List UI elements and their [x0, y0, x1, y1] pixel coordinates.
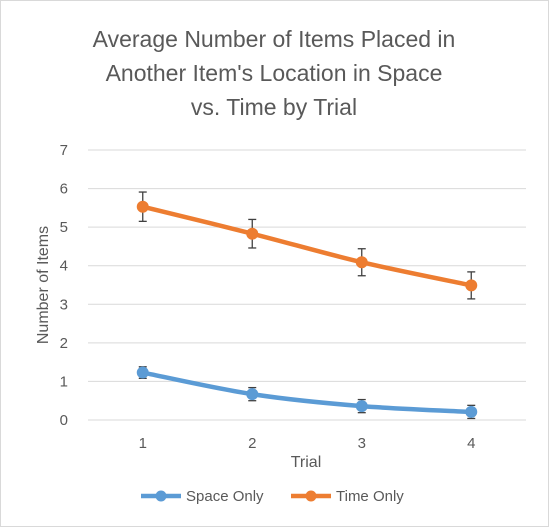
series-line-time-only: [140, 204, 474, 288]
legend-label: Space Only: [186, 488, 264, 505]
y-tick-label: 0: [60, 412, 68, 429]
legend: Space Only Time Only: [141, 488, 404, 505]
data-point: [246, 388, 259, 401]
y-axis-label: Number of Items: [35, 226, 52, 344]
data-point: [465, 405, 478, 418]
chart-title-line-2: Another Item's Location in Space: [106, 60, 443, 86]
y-tick-label: 7: [60, 142, 68, 159]
y-tick-label: 1: [60, 373, 68, 390]
data-point: [465, 279, 478, 292]
data-point: [355, 400, 368, 413]
y-tick-label: 2: [60, 335, 68, 352]
series-line-space-only: [140, 370, 474, 415]
x-axis-label: Trial: [291, 454, 322, 471]
y-tick-label: 4: [60, 258, 68, 275]
y-tick-label: 5: [60, 219, 68, 236]
gridlines: [88, 149, 526, 421]
chart-title-line-1: Average Number of Items Placed in: [93, 26, 456, 52]
x-tick-label: 1: [139, 435, 147, 452]
series-time-only: [136, 191, 478, 300]
legend-swatch-marker: [305, 490, 317, 502]
data-point: [355, 256, 368, 269]
y-axis-ticks: 0 1 2 3 4 5 6 7: [60, 142, 68, 429]
x-axis-ticks: 1 2 3 4: [139, 435, 476, 452]
y-tick-label: 3: [60, 296, 68, 313]
chart-title-line-3: vs. Time by Trial: [191, 94, 357, 120]
legend-label: Time Only: [336, 488, 404, 505]
data-point: [136, 200, 149, 213]
chart-title: Average Number of Items Placed in Anothe…: [93, 26, 456, 120]
series-space-only: [136, 366, 478, 420]
legend-item-space-only: Space Only: [141, 488, 264, 505]
y-tick-label: 6: [60, 181, 68, 198]
legend-item-time-only: Time Only: [291, 488, 404, 505]
x-tick-label: 4: [467, 435, 475, 452]
x-tick-label: 2: [248, 435, 256, 452]
data-point: [246, 227, 259, 240]
series-group: [136, 191, 478, 420]
data-point: [136, 366, 149, 379]
x-tick-label: 3: [358, 435, 366, 452]
legend-swatch-marker: [155, 490, 167, 502]
